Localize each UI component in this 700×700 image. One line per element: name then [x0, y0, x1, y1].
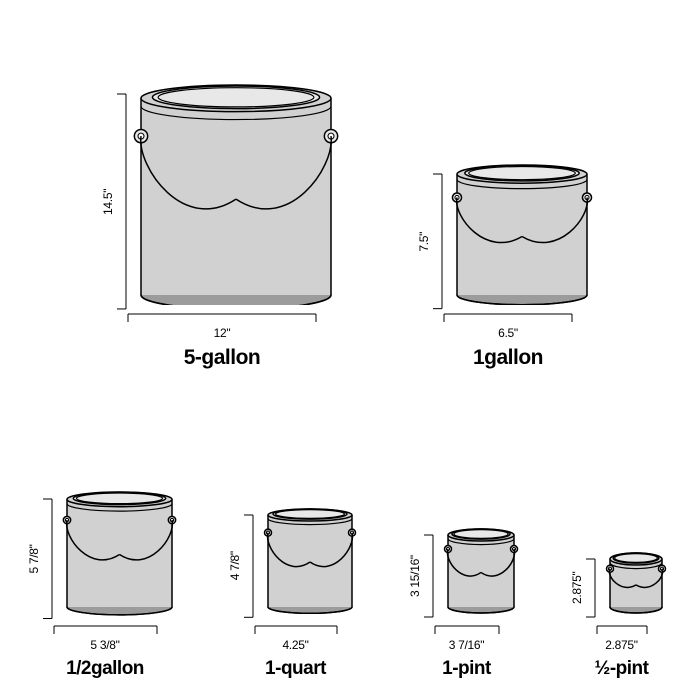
width-value: 2.875": [605, 638, 638, 652]
size-name: 1-pint: [442, 658, 491, 680]
size-item: 2.875" 2.875" ½-pint: [568, 543, 676, 680]
paint-can-icon: [434, 519, 528, 622]
width-label: 6.5": [429, 312, 587, 340]
size-name: 1/2gallon: [66, 658, 144, 680]
paint-can-icon: [53, 482, 186, 622]
size-item: 14.5" 12" 5-gallon: [99, 75, 345, 370]
width-label: 4.25": [240, 624, 352, 652]
width-value: 4.25": [282, 638, 308, 652]
width-value: 3 7/16": [449, 638, 485, 652]
height-label: 7.5": [415, 160, 443, 310]
size-item: 4 7/8" 4.25" 1-quart: [226, 499, 366, 680]
height-label: 4 7/8": [226, 504, 254, 622]
paint-can-icon: [254, 499, 366, 622]
height-value: 3 15/16": [406, 534, 422, 618]
height-label: 5 7/8": [25, 487, 53, 622]
size-item: 5 7/8" 5 3/8" 1/2gallon: [25, 482, 186, 680]
height-value: 14.5": [99, 93, 115, 310]
size-name: ½-pint: [595, 658, 649, 680]
paint-can-icon: [443, 155, 601, 310]
height-value: 2.875": [568, 558, 584, 618]
width-value: 6.5": [498, 326, 518, 340]
width-label: 5 3/8": [39, 624, 172, 652]
width-label: 12": [113, 312, 331, 340]
size-name: 5-gallon: [184, 346, 261, 370]
height-label: 2.875": [568, 548, 596, 622]
size-name: 1gallon: [473, 346, 543, 370]
height-label: 14.5": [99, 80, 127, 310]
height-value: 4 7/8": [226, 514, 242, 618]
paint-can-icon: [596, 543, 676, 622]
height-value: 5 7/8": [25, 498, 41, 620]
height-value: 7.5": [415, 173, 431, 310]
height-label: 3 15/16": [406, 524, 434, 622]
size-item: 7.5" 6.5" 1gallon: [415, 155, 601, 370]
width-value: 5 3/8": [90, 638, 119, 652]
width-label: 2.875": [582, 624, 662, 652]
size-item: 3 15/16" 3 7/16" 1-pint: [406, 519, 528, 680]
paint-can-icon: [127, 75, 345, 310]
width-value: 12": [214, 326, 231, 340]
width-label: 3 7/16": [420, 624, 514, 652]
size-name: 1-quart: [265, 658, 326, 680]
